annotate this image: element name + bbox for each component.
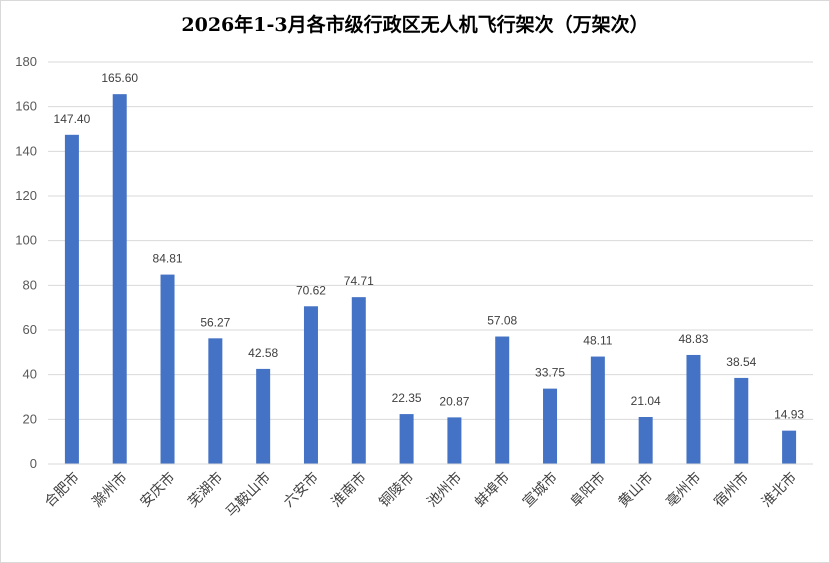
data-label: 70.62	[296, 283, 326, 297]
data-label: 57.08	[487, 314, 517, 328]
data-label: 84.81	[153, 252, 183, 266]
x-tick-label: 芜湖市	[184, 469, 226, 511]
x-tick-label: 宣城市	[519, 469, 561, 511]
bar	[590, 356, 605, 464]
x-tick-label: 黄山市	[615, 469, 657, 511]
x-tick-label: 滁州市	[89, 469, 131, 511]
y-tick-label: 60	[23, 322, 37, 337]
bar	[399, 414, 414, 464]
bar	[543, 388, 558, 464]
data-label: 48.11	[583, 334, 612, 348]
bar	[686, 354, 701, 464]
x-tick-label: 合肥市	[41, 469, 83, 511]
x-tick-label: 六安市	[280, 469, 322, 511]
x-tick-label: 宿州市	[710, 469, 752, 511]
bar	[782, 430, 797, 464]
bar	[495, 336, 510, 464]
x-tick-label: 淮北市	[758, 469, 800, 511]
x-tick-label: 亳州市	[663, 469, 705, 511]
bars	[64, 94, 797, 464]
data-label: 14.93	[774, 408, 804, 422]
data-labels: 147.40 165.60 84.81 56.27 42.58 70.62 74.71 22.…	[54, 71, 805, 421]
bar	[734, 377, 749, 464]
y-tick-label: 180	[15, 54, 37, 69]
data-label: 20.87	[439, 394, 469, 408]
bar	[447, 417, 462, 464]
x-tick-label: 池州市	[424, 469, 466, 511]
bar	[112, 94, 127, 464]
gridlines	[48, 61, 813, 465]
data-label: 56.27	[200, 315, 230, 329]
data-label: 165.60	[101, 71, 138, 85]
bar	[256, 368, 271, 464]
y-tick-label: 0	[30, 456, 37, 471]
y-tick-label: 160	[15, 99, 37, 114]
y-tick-label: 80	[23, 277, 37, 292]
x-tick-label: 安庆市	[137, 469, 179, 511]
bar	[64, 134, 79, 464]
data-label: 38.54	[726, 355, 756, 369]
data-label: 48.83	[678, 332, 708, 346]
x-tick-label: 蚌埠市	[471, 469, 513, 511]
data-label: 33.75	[535, 366, 565, 380]
bar	[303, 306, 318, 464]
y-tick-label: 40	[23, 367, 37, 382]
x-tick-label: 淮南市	[328, 469, 370, 511]
data-label: 22.35	[392, 391, 422, 405]
x-tick-label: 铜陵市	[376, 469, 418, 511]
y-tick-label: 20	[23, 411, 37, 426]
data-label: 74.71	[344, 274, 374, 288]
bar	[208, 338, 223, 464]
x-tick-label: 马鞍山市	[222, 469, 274, 521]
bar	[351, 297, 366, 464]
data-label: 147.40	[54, 112, 91, 126]
chart-title: 2026年1-3月各市级行政区无人机飞行架次（万架次）	[181, 14, 649, 36]
bar	[160, 274, 175, 464]
y-axis: 0 20 40 60 80 100 120 140 160 180	[15, 54, 37, 471]
x-tick-label: 阜阳市	[567, 469, 609, 511]
data-label: 21.04	[631, 394, 661, 408]
y-tick-label: 100	[15, 233, 37, 248]
y-tick-label: 140	[15, 143, 37, 158]
bar	[638, 417, 653, 464]
y-tick-label: 120	[15, 188, 37, 203]
data-label: 42.58	[248, 346, 278, 360]
